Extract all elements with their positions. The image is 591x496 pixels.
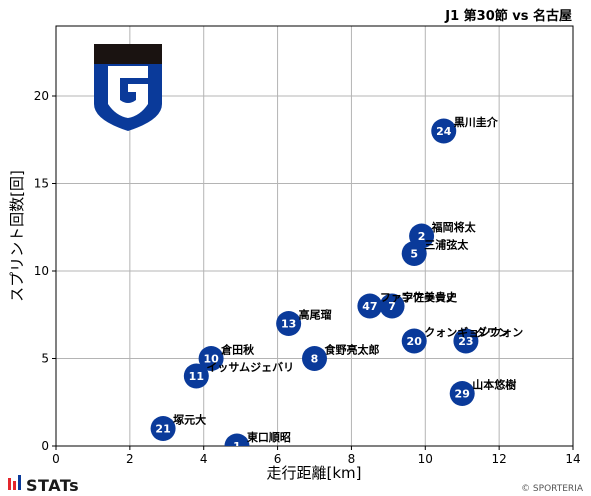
player-marker xyxy=(401,328,427,354)
x-tick-label: 14 xyxy=(565,452,580,466)
y-tick-label: 20 xyxy=(34,89,49,103)
player-name: 食野亮太郎 xyxy=(325,343,380,357)
player-number: 21 xyxy=(155,423,170,436)
player-number: 1 xyxy=(233,440,241,453)
player-marker xyxy=(150,416,176,441)
player-name: クォンギョンウォン xyxy=(424,325,523,339)
player-number: 11 xyxy=(189,370,204,383)
player-number: 47 xyxy=(362,300,377,313)
player-labels: 黒川圭介福岡将太三浦弦太ファンアラーノ宇佐美貴史高尾瑠クォンギョンウォンダワン倉… xyxy=(173,115,523,444)
player-name: 高尾瑠 xyxy=(299,308,332,322)
stats-logo: STATs xyxy=(8,475,79,495)
player-number: 2 xyxy=(418,230,426,243)
player-number: 20 xyxy=(407,335,423,348)
y-axis-label: スプリント回数[回] xyxy=(8,170,26,302)
x-tick-label: 4 xyxy=(200,452,208,466)
plot-frame xyxy=(55,25,574,447)
player-marker xyxy=(276,311,302,336)
player-number: 13 xyxy=(281,318,296,331)
player-name: 塚元大 xyxy=(173,413,206,427)
player-name: イッサムジェバリ xyxy=(206,361,294,374)
player-marker xyxy=(302,346,327,371)
player-marker xyxy=(401,241,427,266)
team-logo xyxy=(94,44,162,131)
x-tick-label: 12 xyxy=(492,452,507,466)
player-name: 倉田秋 xyxy=(220,343,255,357)
player-number: 10 xyxy=(203,353,219,366)
x-tick-label: 2 xyxy=(126,452,134,466)
stats-bar-red xyxy=(8,478,11,490)
x-tick-label: 6 xyxy=(274,452,282,466)
chart-title: J1 第30節 vs 名古屋 xyxy=(444,8,572,24)
player-name: 黒川圭介 xyxy=(454,115,499,129)
player-name: 山本悠樹 xyxy=(472,378,516,392)
player-marker xyxy=(379,293,405,319)
player-marker xyxy=(453,328,479,354)
player-name: 福岡将太 xyxy=(431,220,477,234)
y-tick-label: 5 xyxy=(41,352,49,366)
player-name: 東口順昭 xyxy=(247,430,291,444)
x-axis-label: 走行距離[km] xyxy=(266,464,361,482)
player-number: 5 xyxy=(410,248,418,261)
player-name: ファンアラーノ xyxy=(380,291,456,304)
player-marker xyxy=(357,293,383,319)
stats-bar-red-2 xyxy=(13,481,16,490)
player-marker xyxy=(198,346,224,371)
data-points: 24 25 47 7 13 20 23 10 8 11 29 21 1 xyxy=(150,118,479,453)
x-tick-label: 8 xyxy=(348,452,356,466)
player-name: 宇佐美貴史 xyxy=(402,290,458,304)
y-tick-label: 10 xyxy=(34,264,49,278)
stats-wordmark: STATs xyxy=(26,476,79,495)
x-tick-label: 10 xyxy=(418,452,433,466)
player-marker xyxy=(449,381,475,406)
player-name: ダワン xyxy=(476,325,509,339)
player-number: 8 xyxy=(311,353,319,366)
y-tick-label: 0 xyxy=(41,439,49,453)
stats-bar-blue xyxy=(18,475,21,490)
player-number: 23 xyxy=(458,335,473,348)
player-marker xyxy=(224,433,250,446)
player-number: 7 xyxy=(388,300,396,313)
x-tick-label: 0 xyxy=(52,452,60,466)
player-marker xyxy=(183,363,209,389)
player-number: 29 xyxy=(455,388,470,401)
crest-g-letter xyxy=(108,66,148,118)
player-marker xyxy=(431,118,457,144)
sporteria-credit: © SPORTERIA xyxy=(521,484,584,494)
player-number: 24 xyxy=(436,125,452,138)
y-tick-label: 15 xyxy=(34,177,49,191)
crest-top-band xyxy=(94,44,162,70)
player-name: 三浦弦太 xyxy=(424,238,469,252)
